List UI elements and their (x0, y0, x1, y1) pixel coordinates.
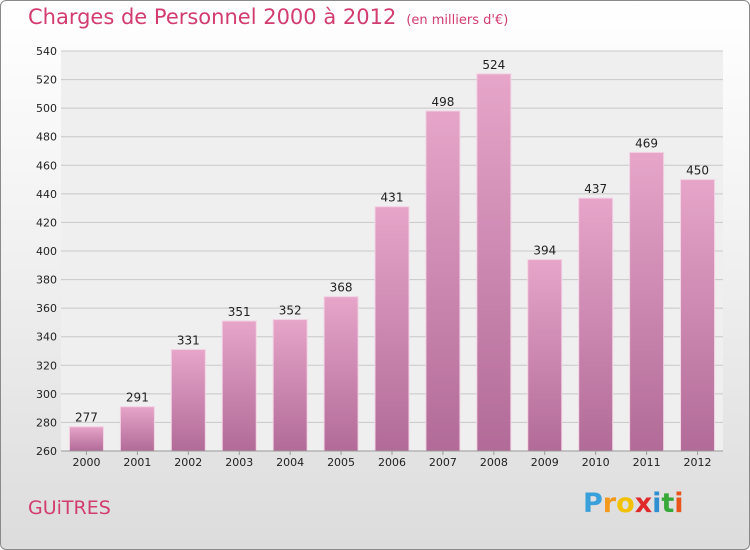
value-label: 368 (330, 281, 353, 295)
value-label: 498 (431, 95, 454, 109)
y-tick-label: 440 (36, 188, 57, 201)
value-label: 331 (177, 334, 200, 348)
chart-subtitle: (en milliers d'€) (406, 13, 509, 28)
x-tick-label: 2006 (378, 456, 406, 469)
x-tick-label: 2001 (123, 456, 151, 469)
x-tick-label: 2009 (531, 456, 559, 469)
y-tick-label: 500 (36, 102, 57, 115)
x-tick-label: 2005 (327, 456, 355, 469)
bar-2007 (425, 110, 461, 452)
y-tick-label: 300 (36, 388, 57, 401)
y-tick-label: 400 (36, 245, 57, 258)
logo-letter: t (661, 488, 675, 519)
y-tick-label: 480 (36, 131, 57, 144)
y-tick-label: 380 (36, 274, 57, 287)
value-label: 277 (75, 411, 98, 425)
logo-letter: x (634, 488, 653, 519)
y-tick-label: 260 (36, 445, 57, 458)
value-label: 450 (686, 164, 709, 178)
x-tick-label: 2010 (582, 456, 610, 469)
bar-2001 (119, 406, 155, 452)
y-tick-label: 460 (36, 159, 57, 172)
logo-letter: i (652, 488, 662, 519)
y-tick-label: 320 (36, 359, 57, 372)
value-label: 291 (126, 391, 149, 405)
logo-letter: r (602, 488, 617, 519)
bar-2012 (680, 179, 716, 452)
x-tick-label: 2004 (276, 456, 304, 469)
y-tick-label: 540 (36, 45, 57, 58)
x-tick-label: 2008 (480, 456, 508, 469)
logo-letter: o (616, 488, 635, 519)
bar-2003 (221, 320, 257, 452)
bar-2002 (170, 349, 206, 452)
chart-title: Charges de Personnel 2000 à 2012 (en mill… (28, 5, 509, 29)
value-label: 437 (584, 182, 607, 196)
logo-letter: P (583, 488, 603, 519)
bar-2010 (578, 197, 614, 452)
x-tick-label: 2003 (225, 456, 253, 469)
value-label: 394 (533, 244, 556, 258)
commune-name: GUiTRES (28, 497, 111, 519)
logo-letter: i (674, 488, 684, 519)
value-label: 351 (228, 305, 251, 319)
x-tick-label: 2000 (72, 456, 100, 469)
bar-2005 (323, 296, 359, 452)
y-tick-label: 360 (36, 302, 57, 315)
bar-2008 (476, 73, 512, 452)
x-tick-label: 2011 (633, 456, 661, 469)
x-tick-label: 2002 (174, 456, 202, 469)
bar-2011 (629, 151, 665, 452)
bar-2006 (374, 206, 410, 452)
y-tick-label: 340 (36, 331, 57, 344)
value-label: 431 (381, 191, 404, 205)
proxiti-logo: Proxiti (583, 488, 684, 519)
y-tick-label: 420 (36, 216, 57, 229)
bar-2009 (527, 259, 563, 452)
value-label: 469 (635, 136, 658, 150)
x-tick-label: 2007 (429, 456, 457, 469)
bar-2004 (272, 319, 308, 452)
y-tick-label: 280 (36, 416, 57, 429)
x-tick-label: 2012 (684, 456, 712, 469)
y-tick-label: 520 (36, 74, 57, 87)
value-label: 352 (279, 304, 302, 318)
value-label: 524 (482, 58, 505, 72)
bar-2000 (68, 426, 104, 452)
